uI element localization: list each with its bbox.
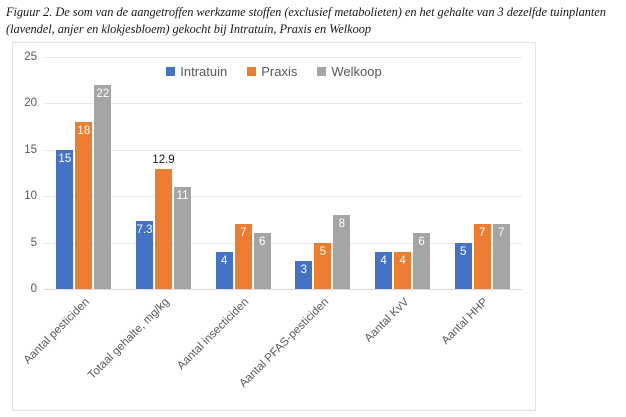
bar-group: 7.3 12.9 11 Totaal gehalte, mg/kg	[86, 57, 204, 382]
y-axis-tick-label: 15	[24, 143, 37, 156]
bar-praxis[interactable]: 7	[473, 224, 491, 289]
bar-value-label: 15	[58, 152, 72, 165]
bar-welkoop[interactable]: 8	[333, 214, 351, 289]
legend-swatch-praxis	[247, 67, 257, 76]
bar-praxis[interactable]: 5	[314, 242, 332, 289]
y-axis-tick-label: 20	[24, 97, 37, 110]
x-axis-category-label: Aantal insecticiden	[175, 296, 252, 373]
chart-legend: Intratuin Praxis Welkoop	[13, 64, 535, 79]
x-axis-category-label: Aantal pesticiden	[21, 296, 93, 367]
bars: 7.3 12.9 11	[124, 57, 204, 289]
bar-intratuin[interactable]: 3	[295, 261, 313, 289]
bar-welkoop[interactable]: 22	[94, 84, 112, 289]
figure-caption: Figuur 2. De som van de aangetroffen wer…	[6, 5, 606, 36]
bar-welkoop[interactable]: 6	[413, 233, 431, 289]
bar-praxis[interactable]: 4	[394, 251, 412, 289]
legend-swatch-welkoop	[317, 67, 327, 76]
legend-item-welkoop[interactable]: Welkoop	[317, 64, 382, 79]
bar-praxis[interactable]: 18	[75, 121, 93, 289]
bar-praxis[interactable]: 7	[234, 224, 252, 289]
legend-label-welkoop: Welkoop	[331, 64, 382, 79]
bar-value-label: 3	[300, 264, 308, 277]
bar-value-label: 12.9	[152, 154, 175, 167]
bar-value-label: 5	[319, 245, 327, 258]
bar-intratuin[interactable]: 4	[375, 251, 393, 289]
x-axis-category-label: Totaal gehalte, mg/kg	[86, 296, 173, 382]
bar-group: 5 7 7 Aantal HHP	[440, 57, 522, 347]
bar-intratuin[interactable]: 5	[454, 242, 472, 289]
bar-value-label: 18	[77, 124, 91, 137]
legend-item-intratuin[interactable]: Intratuin	[166, 64, 227, 79]
legend-swatch-intratuin	[166, 67, 176, 76]
bar-praxis[interactable]: 12.9	[152, 154, 175, 289]
bar-value-label: 4	[380, 254, 387, 267]
bar-intratuin[interactable]: 4	[215, 251, 233, 289]
bar-groups: 15 18 22 Aantal pesticiden 7.3 12.9 11 Totaal g…	[22, 57, 522, 390]
x-axis-category-label: Aantal PFAS-pesticiden	[237, 296, 332, 390]
bars: 15 18 22	[44, 57, 124, 289]
gridline	[44, 289, 522, 290]
y-axis-tick-label: 25	[24, 51, 37, 63]
chart-container: Intratuin Praxis Welkoop 0 5 10 15 20 25 15 18…	[12, 42, 536, 411]
bar-intratuin[interactable]: 7.3	[136, 221, 153, 289]
bar-group: 4 4 6 Aantal KvV	[362, 57, 443, 345]
bar-group: 3 5 8 Aantal PFAS-pesticiden	[237, 57, 363, 390]
plot-area: 0 5 10 15 20 25 15 18 22 Aantal pesticiden 7.3 12.…	[22, 51, 522, 390]
bar-value-label: 4	[220, 254, 228, 267]
gridline	[44, 103, 522, 105]
legend-label-praxis: Praxis	[261, 64, 298, 79]
bar-value-label: 11	[176, 189, 189, 202]
bar-value-label: 7.3	[136, 224, 153, 237]
bar-value-label: 8	[338, 217, 346, 230]
bar-group: 4 7 6 Aantal insecticiden	[175, 57, 283, 372]
bar-value-label: 7	[478, 227, 486, 240]
bar-welkoop[interactable]: 6	[253, 233, 271, 289]
gridline	[44, 196, 522, 198]
y-axis-tick-label: 10	[24, 190, 37, 203]
bar-value-label: 6	[258, 236, 266, 249]
bar-value-label: 4	[399, 254, 406, 267]
bar-welkoop[interactable]: 11	[174, 186, 191, 289]
legend-item-praxis[interactable]: Praxis	[247, 64, 297, 79]
bar-value-label: 7	[497, 227, 505, 240]
bar-value-label: 6	[418, 236, 425, 249]
bar-welkoop[interactable]: 7	[492, 224, 510, 289]
gridline	[44, 149, 522, 151]
y-axis-tick-label: 0	[30, 283, 37, 295]
gridline	[44, 242, 522, 244]
bar-value-label: 22	[96, 87, 110, 100]
bar-value-label: 7	[239, 227, 247, 240]
legend-label-intratuin: Intratuin	[180, 64, 228, 79]
bar-group: 15 18 22 Aantal pesticiden	[22, 57, 124, 366]
x-axis-category-label: Aantal HHP	[439, 296, 491, 347]
bar-intratuin[interactable]: 15	[56, 149, 74, 289]
gridline	[44, 57, 522, 58]
bar-value-label: 5	[459, 245, 467, 258]
x-axis-category-label: Aantal KvV	[362, 296, 412, 345]
y-axis-tick-label: 5	[30, 236, 37, 249]
